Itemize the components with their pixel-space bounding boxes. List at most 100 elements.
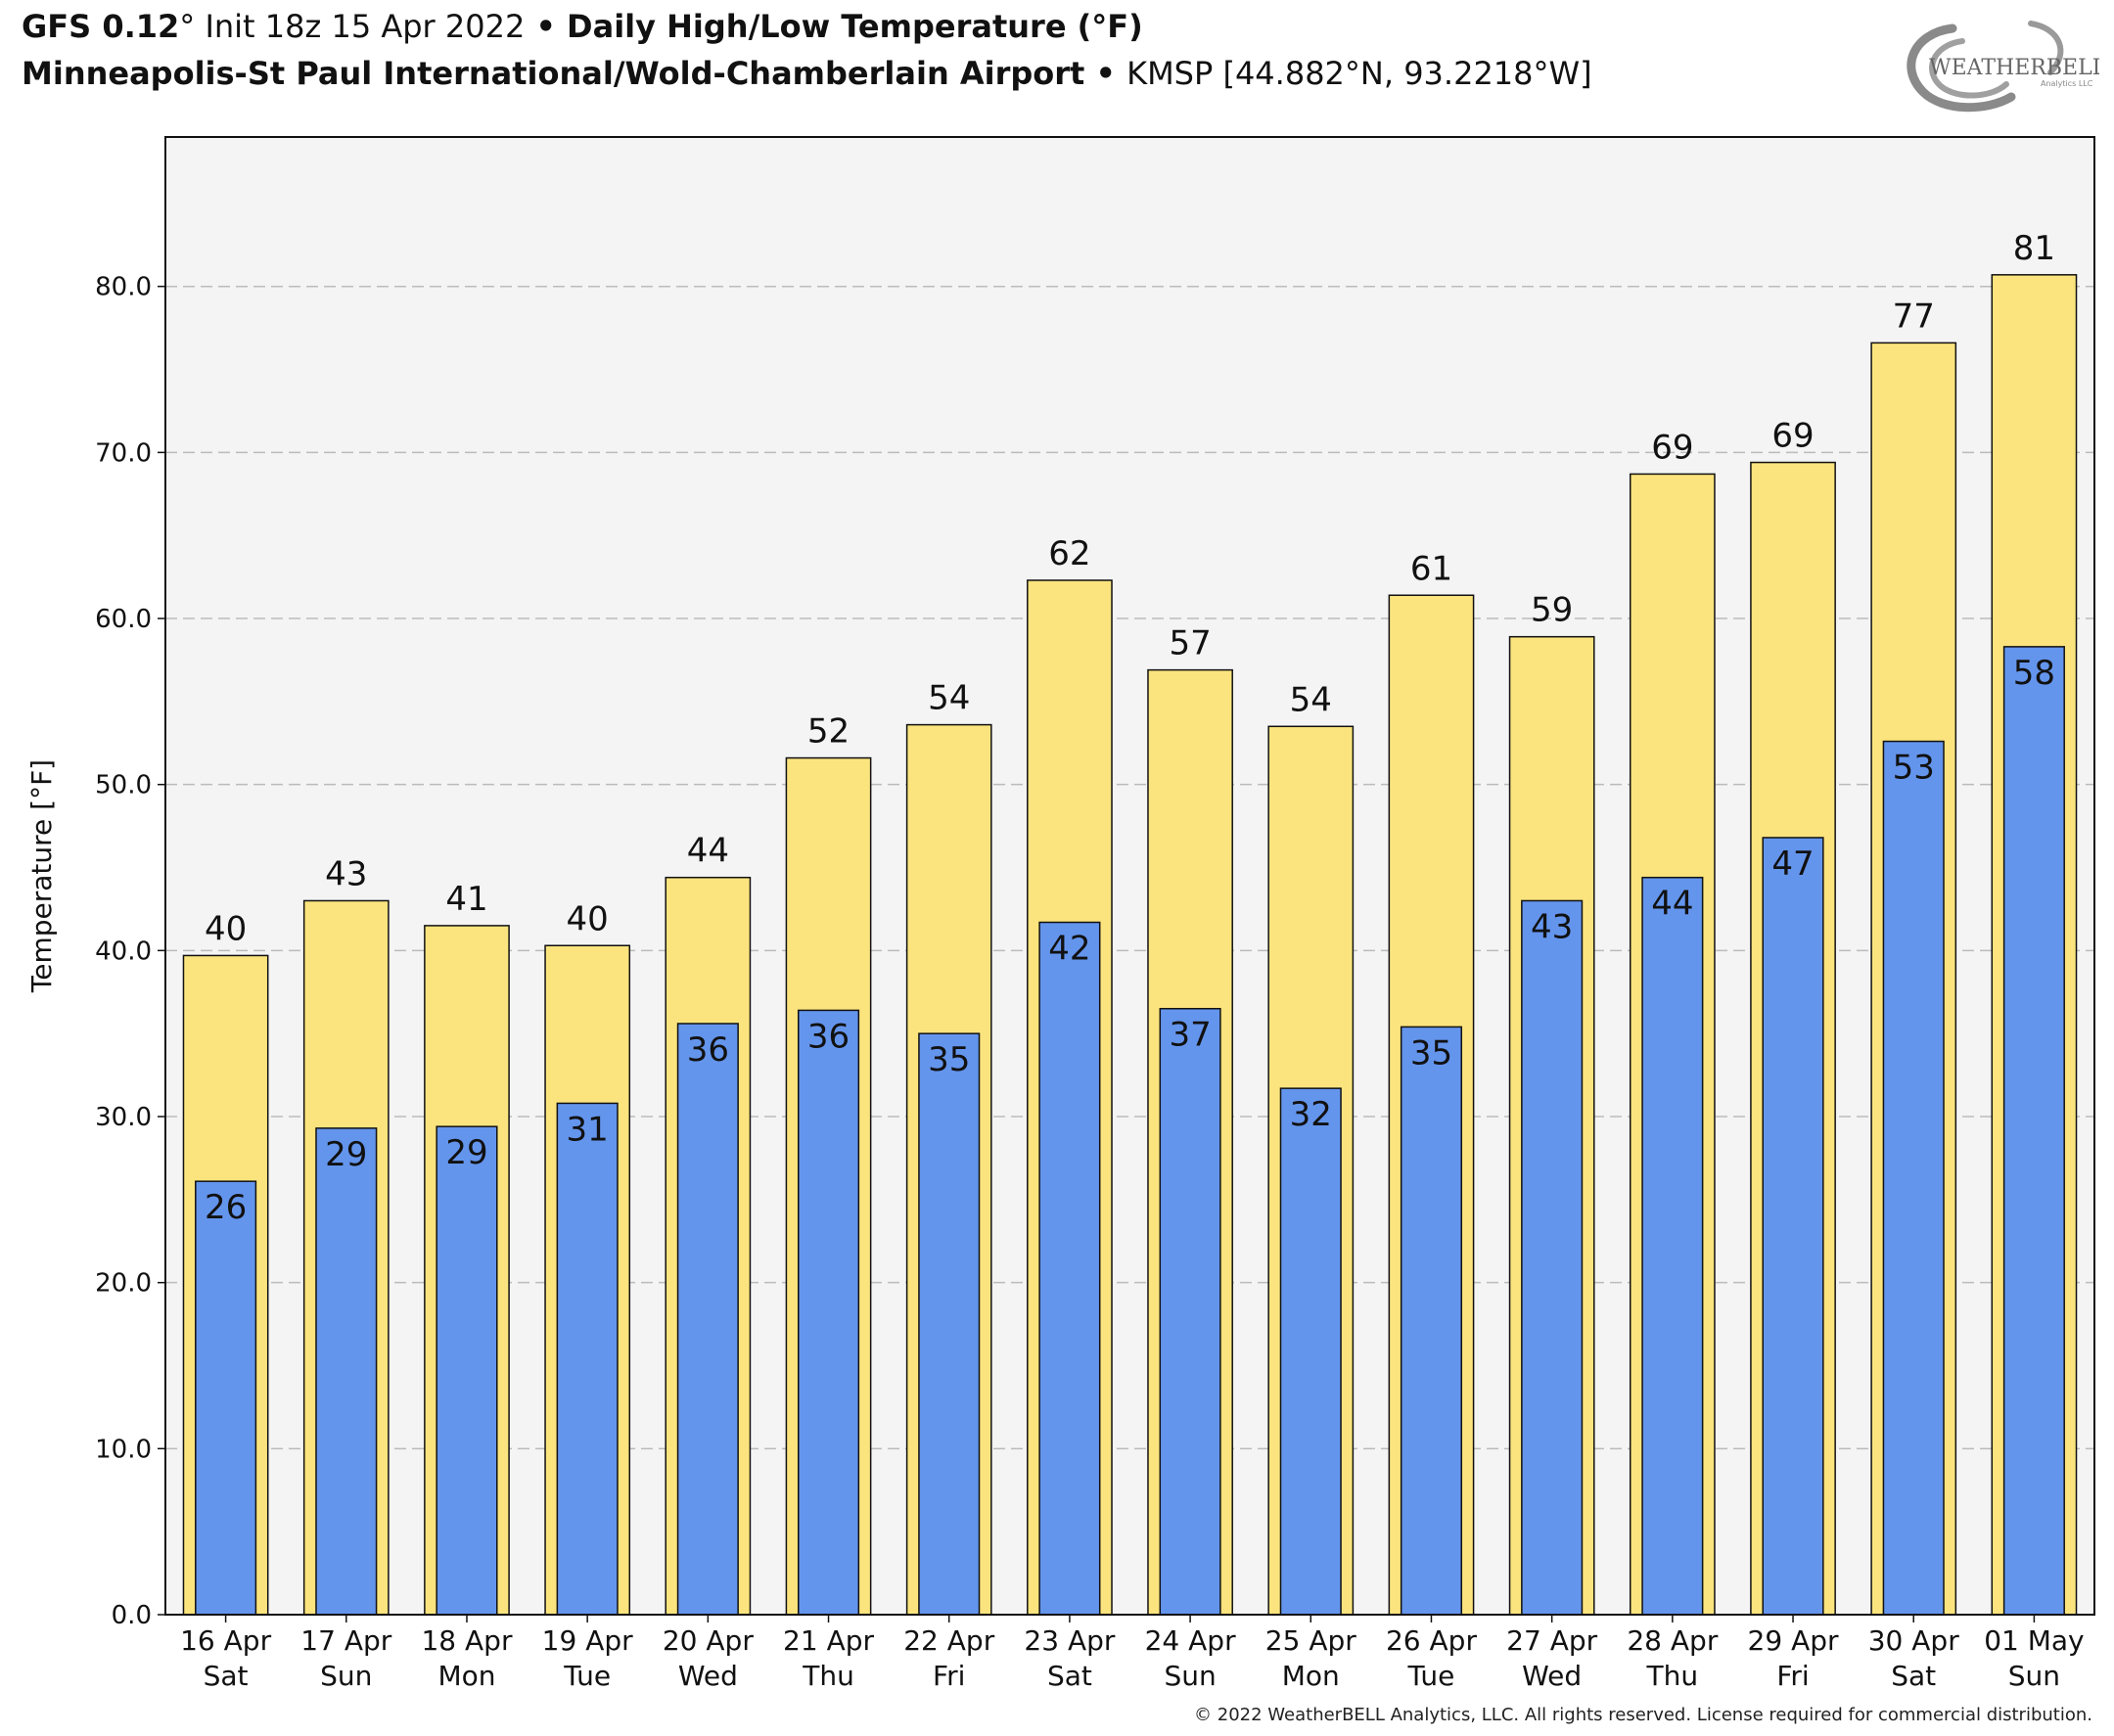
x-tick-label-weekday: Sat <box>1891 1660 1936 1692</box>
high-value-label: 57 <box>1169 624 1211 663</box>
y-tick-label: 0.0 <box>112 1601 152 1630</box>
x-tick-label-date: 18 Apr <box>421 1624 512 1657</box>
high-value-label: 43 <box>325 854 367 893</box>
x-tick-label-date: 25 Apr <box>1265 1624 1356 1657</box>
low-bar <box>797 1009 860 1616</box>
low-bar <box>2002 646 2065 1616</box>
x-tick-label-date: 29 Apr <box>1748 1624 1839 1657</box>
low-value-label: 36 <box>807 1017 850 1056</box>
low-bar <box>556 1102 619 1616</box>
x-tick-label-weekday: Sat <box>204 1660 249 1692</box>
high-value-label: 41 <box>445 880 487 919</box>
high-value-label: 61 <box>1410 549 1452 588</box>
logo-text: WEATHERBELL <box>1929 56 2099 80</box>
low-value-label: 29 <box>325 1135 367 1174</box>
low-value-label: 29 <box>445 1133 487 1172</box>
x-tick-label-date: 26 Apr <box>1386 1624 1477 1657</box>
low-bar <box>1521 899 1584 1616</box>
x-tick-label-date: 21 Apr <box>783 1624 874 1657</box>
x-tick-label-weekday: Wed <box>678 1660 738 1692</box>
x-tick-label-weekday: Fri <box>933 1660 965 1692</box>
low-value-label: 58 <box>2013 654 2055 693</box>
low-value-label: 36 <box>687 1030 729 1070</box>
model-name: GFS 0.12 <box>22 8 180 45</box>
x-tick-label-weekday: Sun <box>1164 1660 1216 1692</box>
y-tick-label: 80.0 <box>95 273 152 302</box>
x-tick-label-date: 24 Apr <box>1145 1624 1236 1657</box>
y-tick-label: 10.0 <box>95 1435 152 1464</box>
x-tick-label-date: 22 Apr <box>903 1624 994 1657</box>
low-bar <box>676 1023 739 1616</box>
y-axis-label: Temperature [°F] <box>25 759 58 993</box>
y-tick-label: 40.0 <box>95 937 152 966</box>
y-tick-label: 50.0 <box>95 771 152 800</box>
high-value-label: 40 <box>205 909 247 948</box>
low-value-label: 44 <box>1651 885 1693 924</box>
x-tick-label-weekday: Thu <box>802 1660 854 1692</box>
x-tick-label-weekday: Mon <box>437 1660 495 1692</box>
x-tick-label-date: 30 Apr <box>1868 1624 1959 1657</box>
low-value-label: 26 <box>205 1188 247 1227</box>
y-tick-label: 60.0 <box>95 605 152 634</box>
subtitle-separator: • <box>1084 55 1127 92</box>
x-tick-label-weekday: Sat <box>1047 1660 1092 1692</box>
weatherbell-logo: WEATHERBELL Analytics LLC <box>1907 21 2099 113</box>
low-value-label: 37 <box>1169 1016 1211 1055</box>
low-bar <box>1038 921 1101 1616</box>
x-tick-label-weekday: Wed <box>1522 1660 1582 1692</box>
low-value-label: 35 <box>928 1040 970 1079</box>
low-value-label: 35 <box>1410 1033 1452 1073</box>
y-tick-label: 20.0 <box>95 1269 152 1299</box>
degree-mark: ° <box>179 8 196 45</box>
high-value-label: 69 <box>1771 417 1814 456</box>
plot-frame <box>164 136 2095 1616</box>
station-info: KMSP [44.882°N, 93.2218°W] <box>1126 55 1592 92</box>
high-value-label: 54 <box>1290 680 1332 719</box>
x-tick-label-date: 01 May <box>1984 1624 2084 1657</box>
low-value-label: 47 <box>1771 845 1814 884</box>
low-value-label: 32 <box>1290 1095 1332 1134</box>
copyright-notice: © 2022 WeatherBELL Analytics, LLC. All r… <box>1194 1705 2092 1725</box>
low-bar <box>195 1180 257 1616</box>
low-bar <box>918 1032 981 1616</box>
x-tick-label-weekday: Thu <box>1646 1660 1699 1692</box>
high-value-label: 81 <box>2013 229 2055 268</box>
chart-subtitle: Minneapolis-St Paul International/Wold-C… <box>22 55 1592 92</box>
x-tick-label-date: 19 Apr <box>542 1624 633 1657</box>
x-tick-label-date: 23 Apr <box>1024 1624 1115 1657</box>
x-tick-label-weekday: Tue <box>563 1660 611 1692</box>
high-value-label: 69 <box>1651 428 1693 467</box>
low-bar <box>1882 740 1945 1616</box>
x-tick-label-weekday: Sun <box>2008 1660 2060 1692</box>
low-value-label: 53 <box>1893 749 1935 788</box>
x-tick-label-date: 28 Apr <box>1627 1624 1718 1657</box>
y-tick-label: 30.0 <box>95 1103 152 1132</box>
station-name: Minneapolis-St Paul International/Wold-C… <box>22 55 1085 92</box>
x-tick-label-date: 16 Apr <box>180 1624 271 1657</box>
chart-title: GFS 0.12° Init 18z 15 Apr 2022 • Daily H… <box>22 8 1143 45</box>
high-value-label: 40 <box>567 899 609 938</box>
x-tick-label-date: 27 Apr <box>1506 1624 1597 1657</box>
low-bar <box>315 1127 378 1616</box>
low-value-label: 42 <box>1048 930 1090 969</box>
high-value-label: 62 <box>1048 534 1090 573</box>
product-name: Daily High/Low Temperature (°F) <box>567 8 1143 45</box>
low-bar <box>1400 1026 1463 1616</box>
low-bar <box>1279 1087 1342 1616</box>
high-value-label: 52 <box>807 712 850 752</box>
logo-subtext: Analytics LLC <box>2041 79 2093 88</box>
x-tick-label-weekday: Fri <box>1776 1660 1809 1692</box>
init-time: Init 18z 15 Apr 2022 <box>195 8 526 45</box>
low-value-label: 43 <box>1531 907 1573 946</box>
title-separator: • <box>525 8 568 45</box>
low-bar <box>1762 837 1824 1616</box>
low-bar <box>436 1125 498 1616</box>
low-bar <box>1159 1007 1221 1616</box>
x-tick-label-weekday: Mon <box>1282 1660 1340 1692</box>
low-value-label: 31 <box>567 1110 609 1149</box>
x-tick-label-date: 20 Apr <box>663 1624 754 1657</box>
x-tick-label-date: 17 Apr <box>300 1624 391 1657</box>
high-value-label: 59 <box>1531 591 1573 630</box>
low-bar <box>1641 876 1704 1616</box>
